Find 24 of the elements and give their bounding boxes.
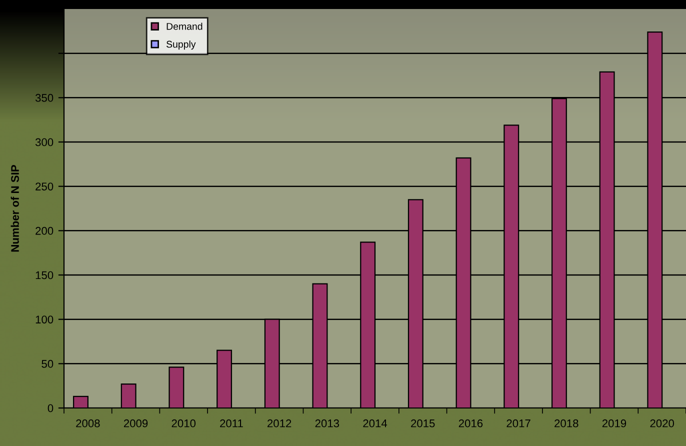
y-tick-label: 100	[36, 316, 54, 324]
x-tick-label: 2020	[650, 419, 674, 428]
legend-label: Demand	[166, 22, 202, 30]
y-tick-label: 0	[48, 404, 54, 412]
y-tick-label: 250	[36, 182, 54, 190]
x-tick-label: 2010	[172, 419, 196, 428]
x-tick-label: 2015	[411, 419, 435, 428]
y-tick-label: 150	[36, 271, 54, 280]
x-tick-label: 2012	[268, 419, 292, 428]
x-tick-label: 2013	[315, 419, 340, 428]
y-tick-label: 50	[42, 360, 54, 368]
x-tick-label: 2017	[506, 419, 530, 428]
x-tick-label: 2008	[76, 419, 100, 428]
y-tick-label: 350	[35, 94, 54, 102]
x-tick-label: 2011	[220, 419, 243, 428]
x-tick-label: 2009	[124, 419, 148, 428]
y-tick-label: 200	[36, 226, 54, 235]
x-tick-label: 2018	[554, 419, 578, 428]
x-tick-label: 2016	[458, 419, 483, 428]
x-tick-label: 2014	[363, 419, 388, 428]
legend-label: Supply	[166, 40, 196, 50]
x-tick-label: 2019	[602, 419, 626, 428]
y-tick-label: 300	[35, 138, 54, 146]
y-axis-title: Number of N SIP	[10, 165, 19, 252]
